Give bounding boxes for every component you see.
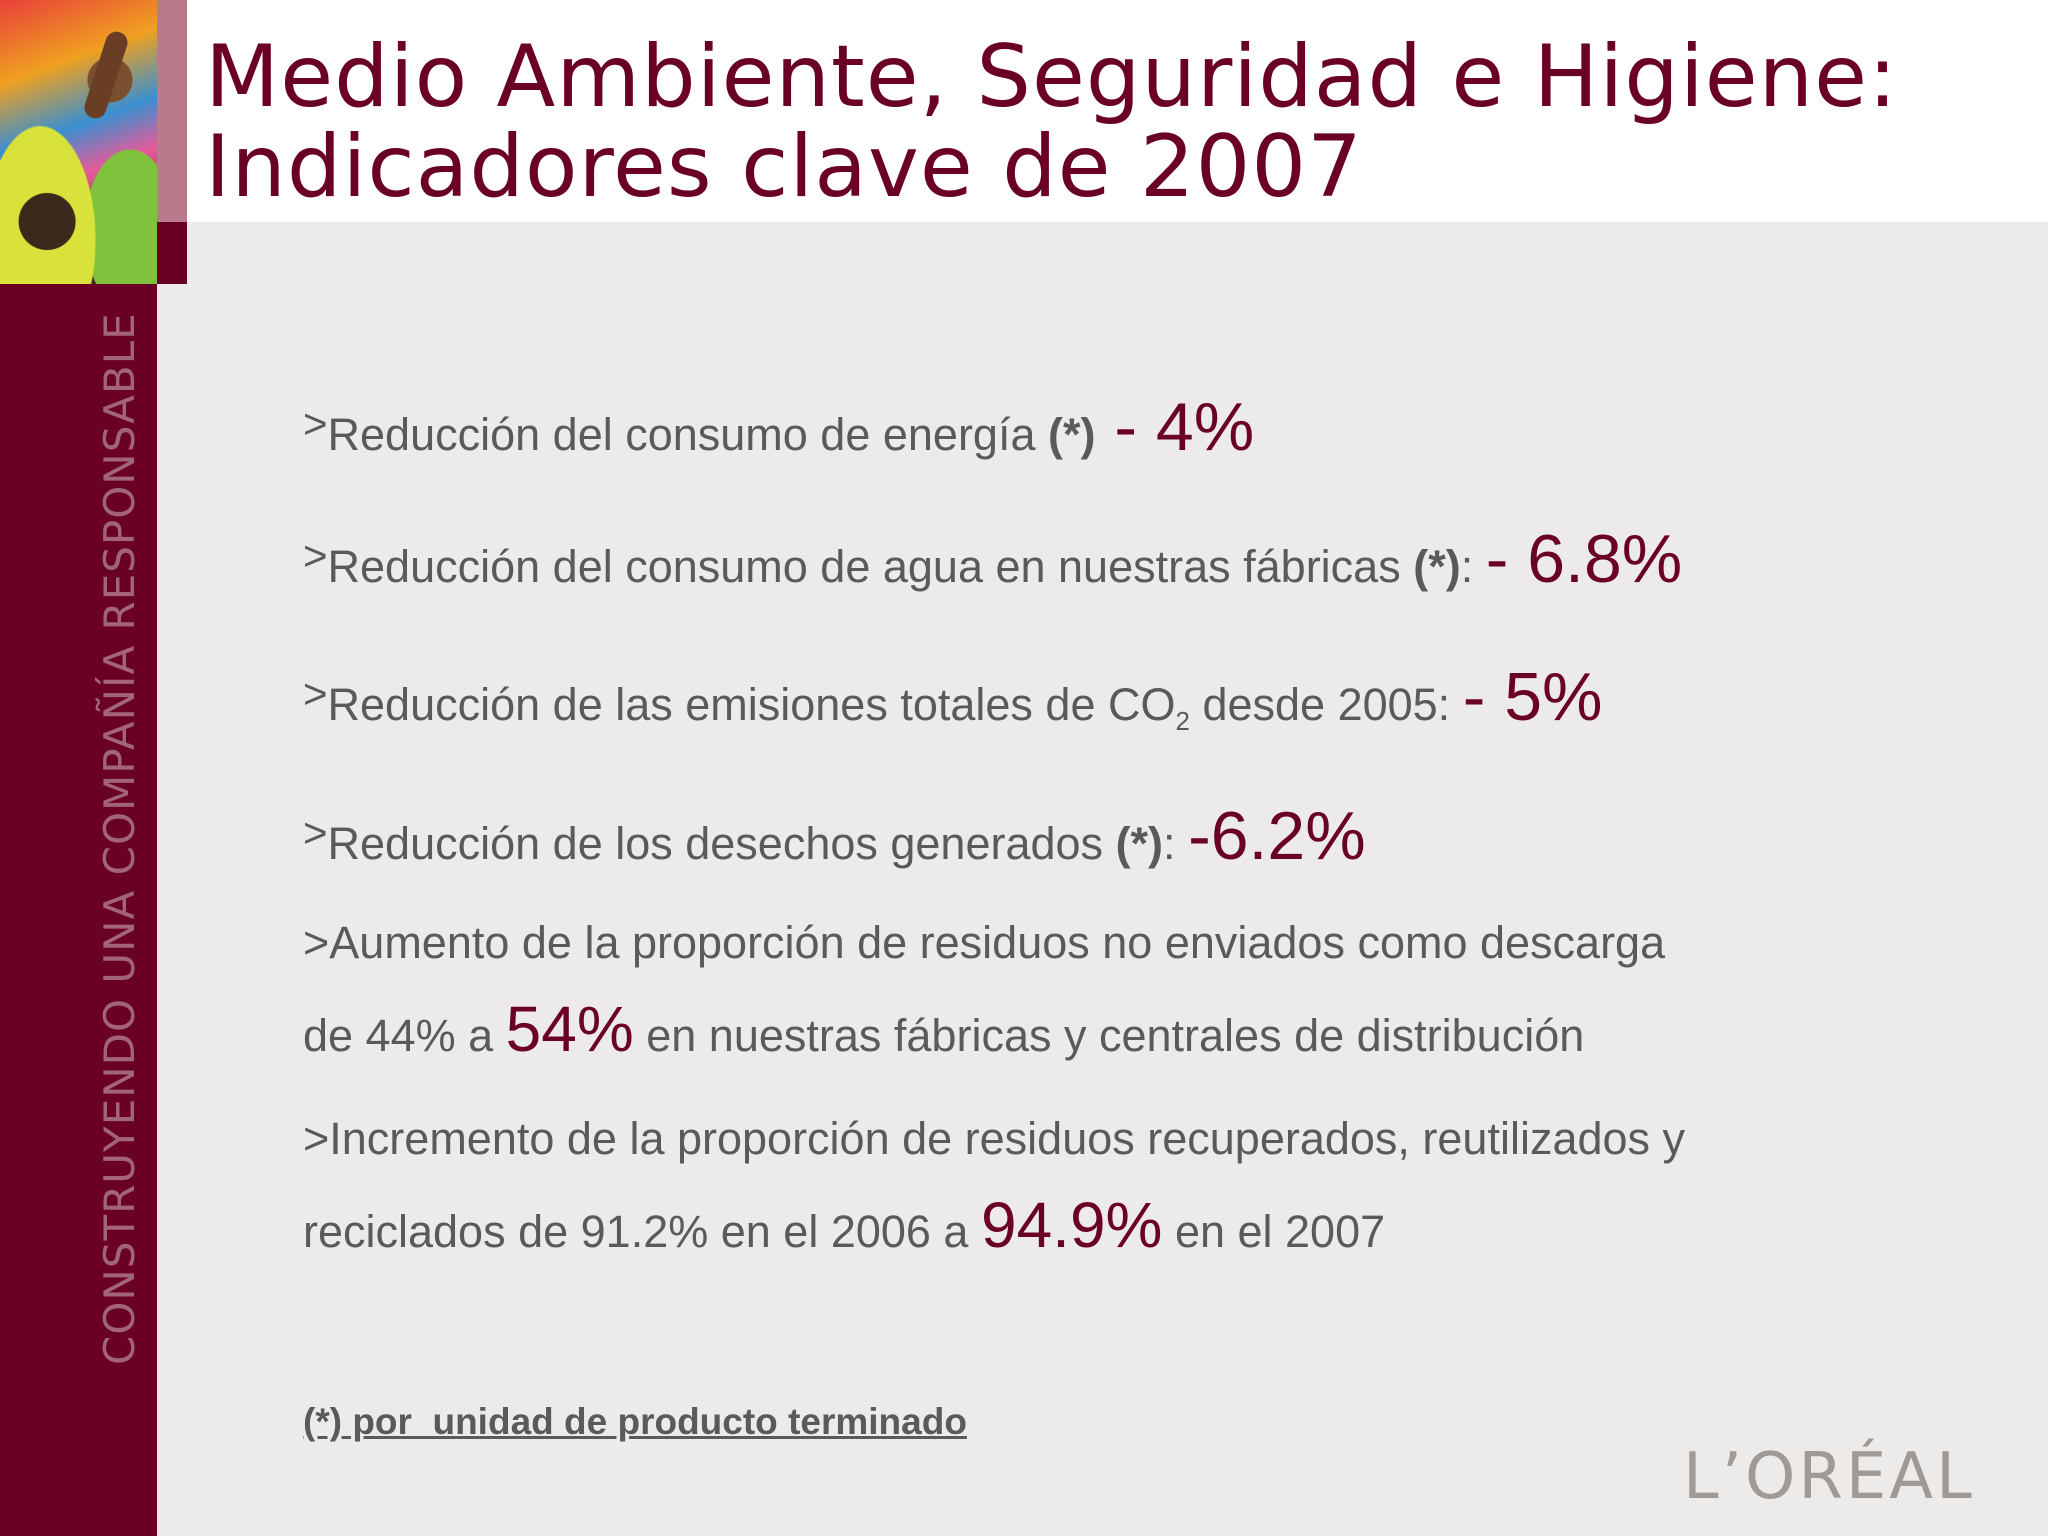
bullet-note: (*) <box>1413 541 1461 592</box>
co2-subscript: 2 <box>1175 706 1190 736</box>
footnote: (*) por unidad de producto terminado <box>303 1401 967 1442</box>
bullet-marker: > <box>303 917 330 968</box>
bullet-marker: > <box>303 670 328 717</box>
bullet-text-after: en nuestras fábricas y centrales de dist… <box>633 1010 1585 1061</box>
bullet-value: - 4% <box>1095 389 1255 465</box>
photo-accent-strip <box>157 0 187 222</box>
bullet-text-after: desde 2005: <box>1189 679 1463 730</box>
photo-accent-strip-dark <box>157 222 187 284</box>
bullet-marker: > <box>303 532 328 579</box>
bullet-recycled-line1: >Incremento de la proporción de residuos… <box>303 1113 1685 1165</box>
bullet-text: Reducción de las emisiones totales de CO <box>327 679 1176 730</box>
bullet-text: Reducción del consumo de energía <box>327 409 1048 460</box>
title-line-2: Indicadores clave de 2007 <box>205 117 1363 217</box>
title-line-1: Medio Ambiente, Seguridad e Higiene: <box>205 27 1899 127</box>
bullet-text: Incremento de la proporción de residuos … <box>329 1113 1686 1164</box>
bullet-note: (*) <box>1115 818 1164 869</box>
bullet-text-after: en el 2007 <box>1162 1206 1386 1257</box>
page-title: Medio Ambiente, Seguridad e Higiene: Ind… <box>205 32 1898 212</box>
bullet-energy: >Reducción del consumo de energía (*) - … <box>303 388 1254 466</box>
bullet-recycled-line2: reciclados de 91.2% en el 2006 a 94.9% e… <box>303 1188 1385 1262</box>
bullet-waste: >Reducción de los desechos generados (*)… <box>303 797 1366 875</box>
bullet-marker: > <box>303 809 328 856</box>
bullet-marker: > <box>303 400 328 447</box>
bullet-discharge-line2: de 44% a 54% en nuestras fábricas y cent… <box>303 992 1584 1066</box>
sidebar-vertical-text: CONSTRUYENDO UNA COMPAÑÍA RESPONSABLE <box>95 312 144 1365</box>
bullet-text: reciclados de 91.2% en el 2006 a <box>303 1206 981 1257</box>
bullet-value: -6.2% <box>1188 798 1366 874</box>
bullet-note: (*) <box>1048 409 1096 460</box>
loreal-logo: L’ORÉAL <box>1683 1440 1975 1514</box>
bullet-text: de 44% a <box>303 1010 506 1061</box>
bullet-separator: : <box>1460 541 1486 592</box>
raised-arm-shape <box>81 28 131 122</box>
bullet-separator: : <box>1163 818 1189 869</box>
bullet-water: >Reducción del consumo de agua en nuestr… <box>303 520 1682 598</box>
bullet-text: Reducción del consumo de agua en nuestra… <box>327 541 1414 592</box>
bullet-text: Aumento de la proporción de residuos no … <box>329 917 1666 968</box>
bullet-text: Reducción de los desechos generados <box>327 818 1116 869</box>
bullet-value: 94.9% <box>980 1189 1163 1261</box>
bullet-co2: >Reducción de las emisiones totales de C… <box>303 658 1603 737</box>
bullet-value: 54% <box>505 993 634 1065</box>
bullet-value: - 5% <box>1462 659 1603 735</box>
children-photo <box>0 0 157 284</box>
bullet-marker: > <box>303 1113 330 1164</box>
header-band <box>187 0 2048 222</box>
bullet-discharge-line1: >Aumento de la proporción de residuos no… <box>303 917 1665 969</box>
bullet-value: - 6.8% <box>1485 521 1683 597</box>
